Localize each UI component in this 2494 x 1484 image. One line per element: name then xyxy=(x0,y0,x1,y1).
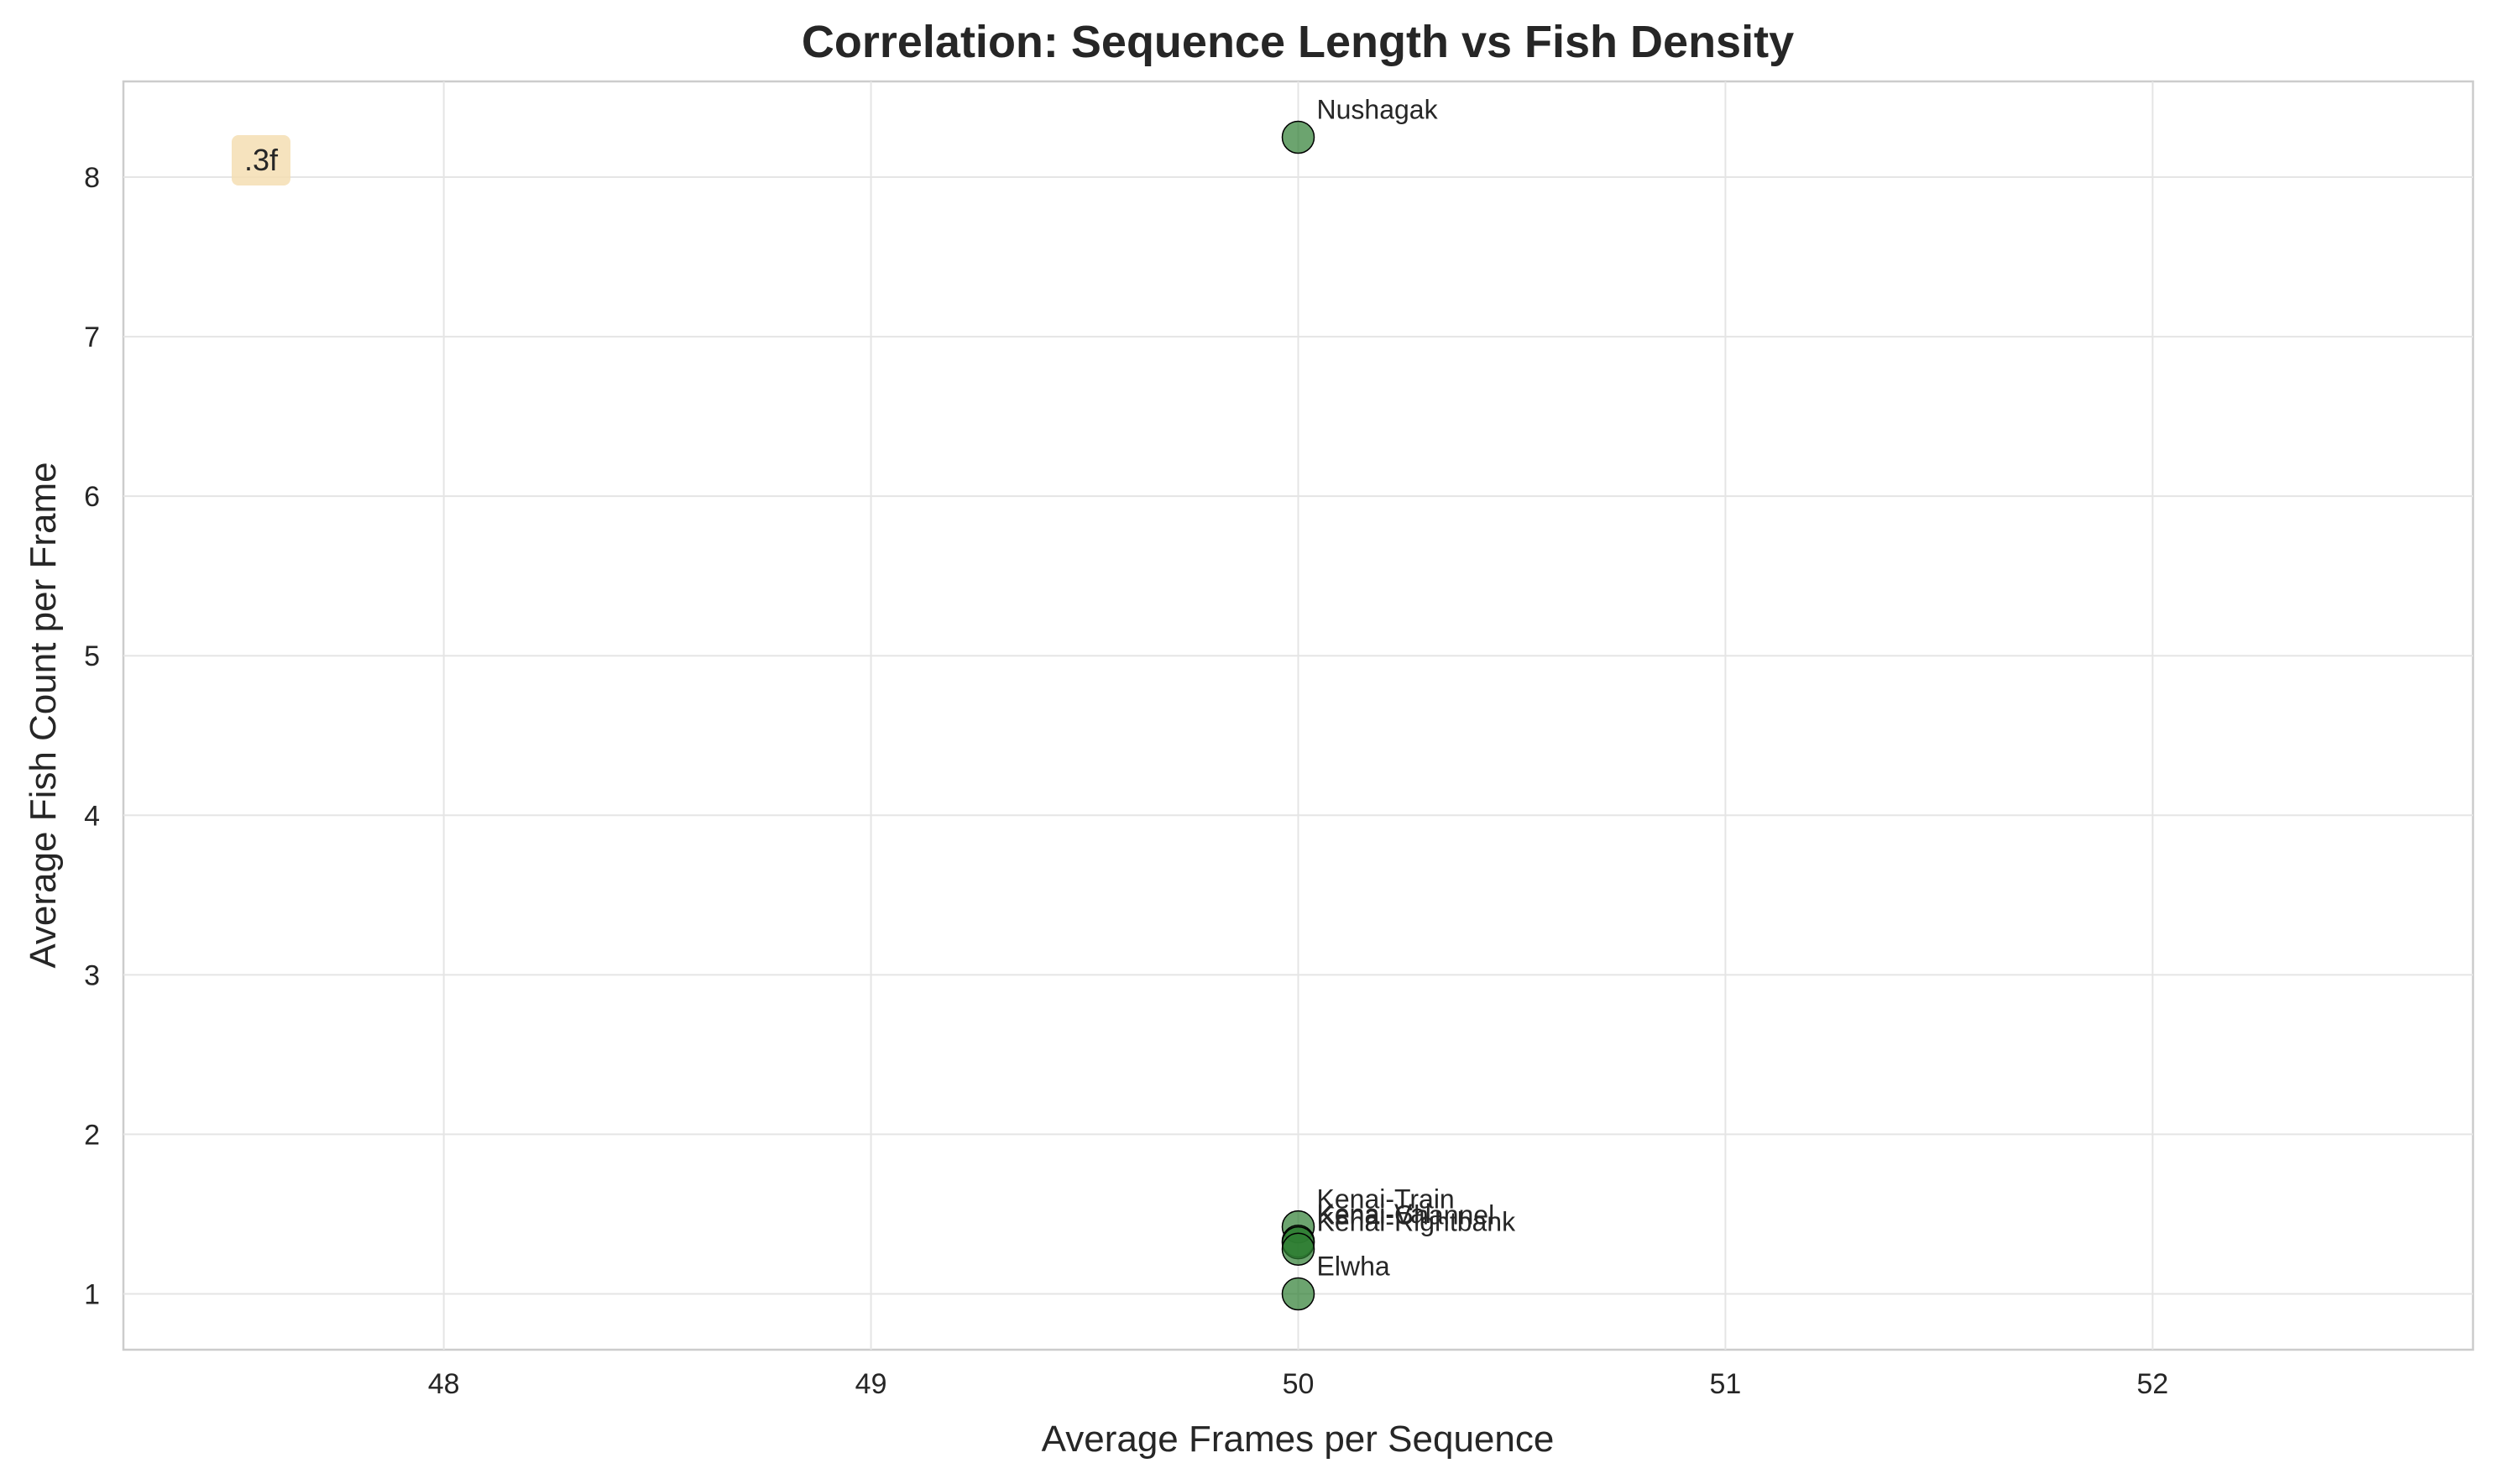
chart-title: Correlation: Sequence Length vs Fish Den… xyxy=(802,17,1794,67)
point-label: Nushagak xyxy=(1317,95,1439,125)
annotation-background xyxy=(232,135,290,186)
y-tick-label: 1 xyxy=(84,1278,100,1310)
x-tick-label: 52 xyxy=(2136,1368,2168,1400)
x-tick-label: 49 xyxy=(855,1368,887,1400)
y-tick-label: 5 xyxy=(84,640,100,672)
annotation-box: .3f xyxy=(232,135,290,186)
y-tick-labels: 1 2 3 4 5 6 7 8 xyxy=(84,162,100,1310)
data-points xyxy=(1281,120,1315,1311)
y-tick-label: 3 xyxy=(84,959,100,991)
point-label: Kenai-Rightbank xyxy=(1317,1206,1517,1236)
x-tick-label: 48 xyxy=(428,1368,460,1400)
y-axis-label: Average Fish Count per Frame xyxy=(23,462,64,968)
data-point xyxy=(1281,1277,1315,1311)
annotation-text: .3f xyxy=(244,143,279,177)
x-axis-label: Average Frames per Sequence xyxy=(1042,1419,1555,1460)
point-label: Elwha xyxy=(1317,1251,1390,1281)
point-labels: Nushagak Kenai-TrainKenai-ValKenai-Channe… xyxy=(1317,95,1517,1282)
y-tick-label: 2 xyxy=(84,1119,100,1151)
x-tick-labels: 48 49 50 51 52 xyxy=(428,1368,2168,1400)
point-label: Kenai-Val xyxy=(1317,1199,1431,1229)
y-tick-label: 7 xyxy=(84,321,100,353)
y-tick-label: 6 xyxy=(84,481,100,513)
x-tick-label: 50 xyxy=(1283,1368,1315,1400)
y-tick-label: 8 xyxy=(84,162,100,194)
data-point xyxy=(1281,1232,1315,1267)
point-label: Kenai-Channel xyxy=(1317,1200,1495,1231)
x-tick-label: 51 xyxy=(1709,1368,1741,1400)
data-point xyxy=(1281,120,1315,154)
y-tick-label: 4 xyxy=(84,800,100,832)
point-label: Kenai-Train xyxy=(1317,1184,1455,1215)
